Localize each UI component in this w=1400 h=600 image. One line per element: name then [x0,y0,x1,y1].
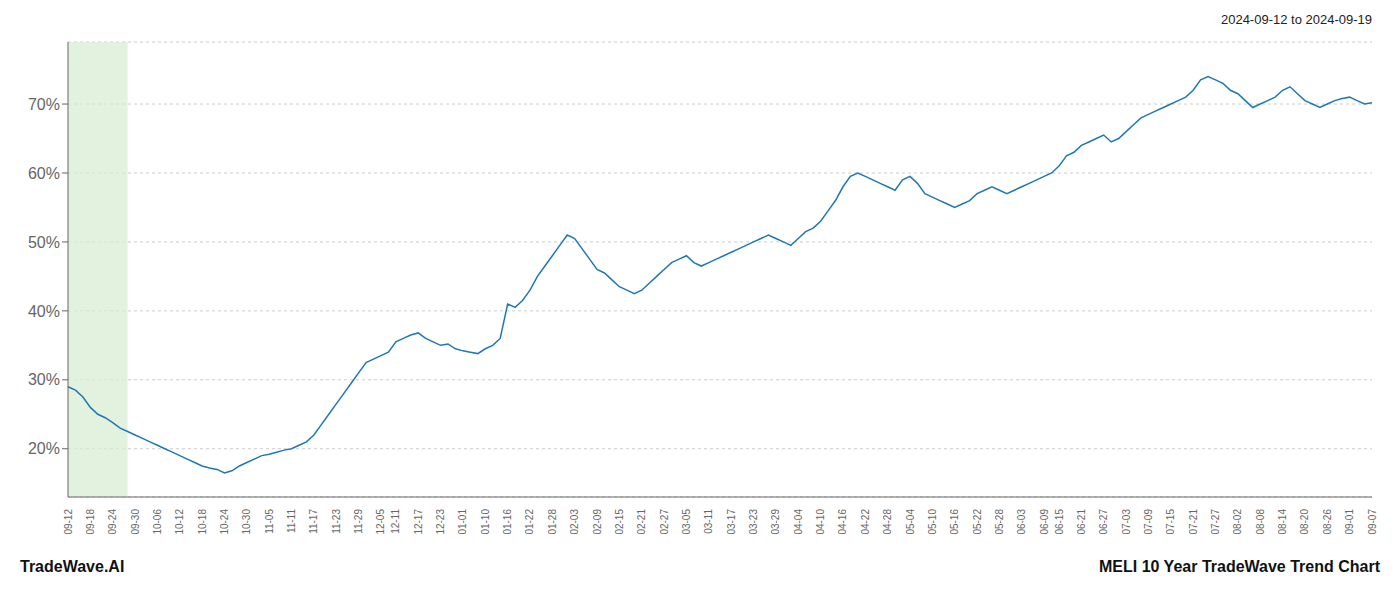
svg-text:40%: 40% [28,303,60,320]
svg-text:70%: 70% [28,96,60,113]
svg-text:09-07: 09-07 [1367,509,1378,535]
svg-text:11-23: 11-23 [331,509,342,534]
html-text:MELI 10 Year TradeWave Trend C: MELI 10 Year TradeWave Trend Chart [1099,558,1380,575]
svg-text:02-09: 02-09 [592,509,603,535]
svg-text:06-27: 06-27 [1098,509,1109,535]
svg-text:08-14: 08-14 [1277,509,1288,535]
svg-text:05-22: 05-22 [972,509,983,535]
svg-text:12-17: 12-17 [413,509,424,535]
svg-text:01-28: 01-28 [547,509,558,535]
svg-text:11-11: 11-11 [286,509,297,534]
svg-text:05-04: 05-04 [905,509,916,535]
svg-text:09-01: 09-01 [1344,509,1355,535]
svg-text:12-23: 12-23 [435,509,446,535]
svg-text:09-18: 09-18 [85,509,96,535]
html-text:2024-09-12 to 2024-09-19: 2024-09-12 to 2024-09-19 [1220,12,1372,27]
svg-text:07-27: 07-27 [1210,509,1221,535]
svg-text:03-05: 03-05 [681,509,692,535]
svg-text:06-21: 06-21 [1076,509,1087,535]
svg-text:10-06: 10-06 [152,509,163,535]
svg-text:12-11: 12-11 [390,509,401,534]
svg-text:06-03: 06-03 [1016,509,1027,535]
svg-text:05-10: 05-10 [927,509,938,535]
svg-text:20%: 20% [28,440,60,457]
svg-text:09-30: 09-30 [130,509,141,535]
svg-text:04-04: 04-04 [793,509,804,535]
svg-text:03-29: 03-29 [770,509,781,535]
svg-text:04-10: 04-10 [815,509,826,535]
svg-text:09-12: 09-12 [63,509,74,535]
svg-text:01-10: 01-10 [480,509,491,535]
svg-text:08-08: 08-08 [1255,509,1266,535]
svg-text:02-27: 02-27 [659,509,670,535]
svg-text:04-16: 04-16 [837,509,848,535]
svg-text:08-20: 08-20 [1299,509,1310,535]
svg-text:02-15: 02-15 [614,509,625,535]
svg-text:02-21: 02-21 [636,509,647,535]
svg-text:08-02: 08-02 [1232,509,1243,535]
svg-text:07-03: 07-03 [1121,509,1132,535]
svg-text:08-26: 08-26 [1322,509,1333,535]
svg-text:10-30: 10-30 [241,509,252,535]
svg-text:05-16: 05-16 [949,509,960,535]
svg-text:01-16: 01-16 [502,509,513,535]
svg-text:03-23: 03-23 [748,509,759,535]
svg-text:50%: 50% [28,234,60,251]
svg-text:04-28: 04-28 [882,509,893,535]
svg-text:12-05: 12-05 [375,509,386,535]
svg-text:03-17: 03-17 [726,509,737,535]
svg-text:11-05: 11-05 [264,509,275,534]
svg-text:07-15: 07-15 [1165,509,1176,535]
html-text:TradeWave.AI: TradeWave.AI [20,558,125,575]
svg-text:10-18: 10-18 [197,509,208,535]
svg-text:03-11: 03-11 [703,509,714,534]
svg-text:07-09: 07-09 [1143,509,1154,535]
svg-text:10-24: 10-24 [219,509,230,535]
svg-text:02-03: 02-03 [569,509,580,535]
svg-text:30%: 30% [28,371,60,388]
svg-text:01-22: 01-22 [524,509,535,535]
svg-text:09-24: 09-24 [107,509,118,535]
svg-text:60%: 60% [28,165,60,182]
svg-text:05-28: 05-28 [994,509,1005,535]
svg-text:11-17: 11-17 [308,509,319,534]
svg-text:06-15: 06-15 [1054,509,1065,535]
svg-text:11-29: 11-29 [353,509,364,534]
svg-text:01-01: 01-01 [457,509,468,535]
svg-text:06-09: 06-09 [1039,509,1050,535]
svg-text:07-21: 07-21 [1188,509,1199,535]
svg-text:10-12: 10-12 [174,509,185,535]
svg-text:04-22: 04-22 [860,509,871,535]
